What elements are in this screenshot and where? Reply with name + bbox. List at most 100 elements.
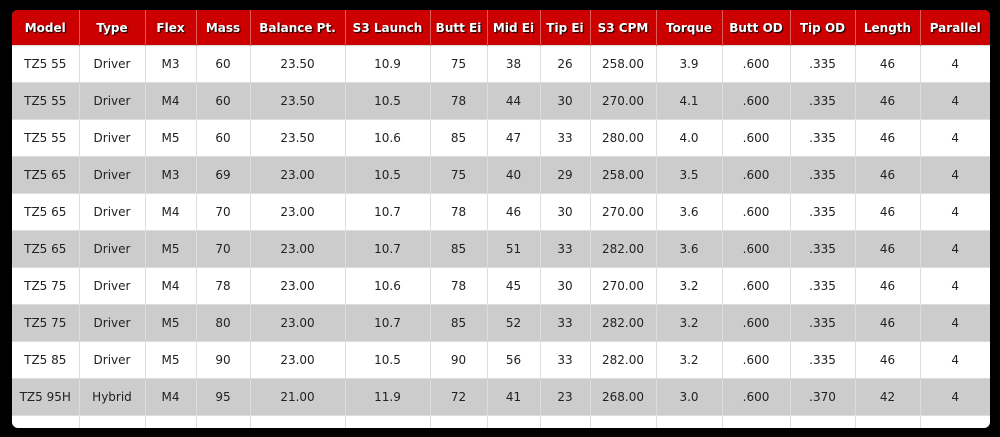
- table-cell: 258.00: [590, 156, 657, 194]
- table-cell: .335: [790, 267, 856, 305]
- table-cell: 23.50: [250, 119, 346, 157]
- table-cell: 47: [487, 119, 541, 157]
- table-cell: 78: [430, 193, 488, 231]
- table-cell: 97: [196, 415, 251, 428]
- table-cell: 45: [487, 267, 541, 305]
- table-cell: M4: [145, 193, 197, 231]
- table-cell: 4: [920, 415, 990, 428]
- table-cell: 95: [196, 378, 251, 416]
- table-cell: 42: [855, 378, 921, 416]
- table-cell: .600: [722, 378, 791, 416]
- table-cell: 268.00: [590, 378, 657, 416]
- table-cell: 69: [196, 156, 251, 194]
- table-cell: 4: [920, 267, 990, 305]
- table-cell: TZ5 95H: [12, 378, 80, 416]
- table-cell: .600: [722, 119, 791, 157]
- table-cell: 46: [855, 82, 921, 120]
- table-cell: 41: [487, 378, 541, 416]
- table-cell: TZ5 55: [12, 119, 80, 157]
- table-cell: .600: [722, 45, 791, 83]
- table-cell: 285.00: [590, 415, 657, 428]
- table-cell: TZ5 55: [12, 82, 80, 120]
- table-row: TZ5 95HHybridM59721.0011.9854728285.003.…: [12, 415, 990, 428]
- table-row: TZ5 55 Driver M3 60 23.50 10.9 75 38 26 258.00 3.9…: [12, 45, 990, 83]
- table-cell: 3.2: [656, 267, 723, 305]
- column-header: Butt Ei: [430, 10, 488, 46]
- table-cell: 33: [540, 304, 591, 342]
- table-cell: 3.2: [656, 341, 723, 379]
- table-cell: M5: [145, 341, 197, 379]
- table-cell: 10.6: [345, 267, 431, 305]
- table-row: TZ5 95H Hybrid M4 95 21.00 11.9 72 41 23 268.00 3.…: [12, 378, 990, 416]
- table-cell: 46: [855, 230, 921, 268]
- table-cell: 270.00: [590, 267, 657, 305]
- table-row: TZ5 65 Driver M3 69 23.00 10.5 75 40 29 258.00 3.5…: [12, 156, 990, 194]
- table-cell: .600: [722, 304, 791, 342]
- table-cell: 33: [540, 119, 591, 157]
- table-cell: 85: [430, 119, 488, 157]
- column-header: Torque: [656, 10, 723, 46]
- table-cell: 3.9: [656, 45, 723, 83]
- table-cell: 258.00: [590, 45, 657, 83]
- column-header: Mid Ei: [487, 10, 541, 46]
- table-cell: 40: [487, 156, 541, 194]
- table-cell: .335: [790, 230, 856, 268]
- table-cell: 46: [855, 304, 921, 342]
- table-cell: .335: [790, 45, 856, 83]
- table-cell: 51: [487, 230, 541, 268]
- table-cell: 85: [430, 230, 488, 268]
- table-cell: .600: [722, 267, 791, 305]
- table-cell: 282.00: [590, 304, 657, 342]
- table-cell: 28: [540, 415, 591, 428]
- table-cell: M4: [145, 82, 197, 120]
- table-cell: M5: [145, 119, 197, 157]
- table-cell: 44: [487, 82, 541, 120]
- table-cell: 23.00: [250, 156, 346, 194]
- table-cell: 3.5: [656, 156, 723, 194]
- table-cell: M4: [145, 378, 197, 416]
- table-cell: TZ5 85: [12, 341, 80, 379]
- table-cell: 23.50: [250, 82, 346, 120]
- table-cell: 26: [540, 45, 591, 83]
- table-cell: .335: [790, 304, 856, 342]
- table-cell: 78: [430, 267, 488, 305]
- table-cell: 23.00: [250, 267, 346, 305]
- table-cell: M5: [145, 415, 197, 428]
- column-header: Butt OD: [722, 10, 791, 46]
- table-cell: Hybrid: [79, 415, 146, 428]
- table-cell: 3.6: [656, 230, 723, 268]
- table-cell: 4.0: [656, 119, 723, 157]
- table-cell: 70: [196, 230, 251, 268]
- table-cell: 33: [540, 230, 591, 268]
- table-row: TZ5 75 Driver M4 78 23.00 10.6 78 45 30 270.00 3.2…: [12, 267, 990, 305]
- specs-table: Model Type Flex Mass Balance Pt. S3 Launch But…: [12, 10, 990, 428]
- table-cell: 75: [430, 156, 488, 194]
- table-cell: M3: [145, 156, 197, 194]
- table-cell: 23.50: [250, 45, 346, 83]
- column-header: S3 Launch: [345, 10, 431, 46]
- table-cell: 10.7: [345, 230, 431, 268]
- table-cell: 23.00: [250, 230, 346, 268]
- column-header: Flex: [145, 10, 197, 46]
- table-cell: .335: [790, 156, 856, 194]
- table-cell: 46: [855, 193, 921, 231]
- column-header: Tip OD: [790, 10, 856, 46]
- table-cell: Driver: [79, 45, 146, 83]
- table-cell: 3.0: [656, 415, 723, 428]
- table-cell: TZ5 55: [12, 45, 80, 83]
- column-header: Length: [855, 10, 921, 46]
- table-cell: 10.7: [345, 304, 431, 342]
- table-cell: .370: [790, 415, 856, 428]
- table-cell: TZ5 75: [12, 304, 80, 342]
- table-cell: 47: [487, 415, 541, 428]
- table-cell: 270.00: [590, 82, 657, 120]
- table-cell: Driver: [79, 82, 146, 120]
- table-cell: 46: [855, 45, 921, 83]
- column-header: Mass: [196, 10, 251, 46]
- table-cell: M5: [145, 304, 197, 342]
- table-cell: 282.00: [590, 341, 657, 379]
- table-cell: 30: [540, 82, 591, 120]
- table-cell: M4: [145, 267, 197, 305]
- table-cell: 23.00: [250, 341, 346, 379]
- table-cell: M5: [145, 230, 197, 268]
